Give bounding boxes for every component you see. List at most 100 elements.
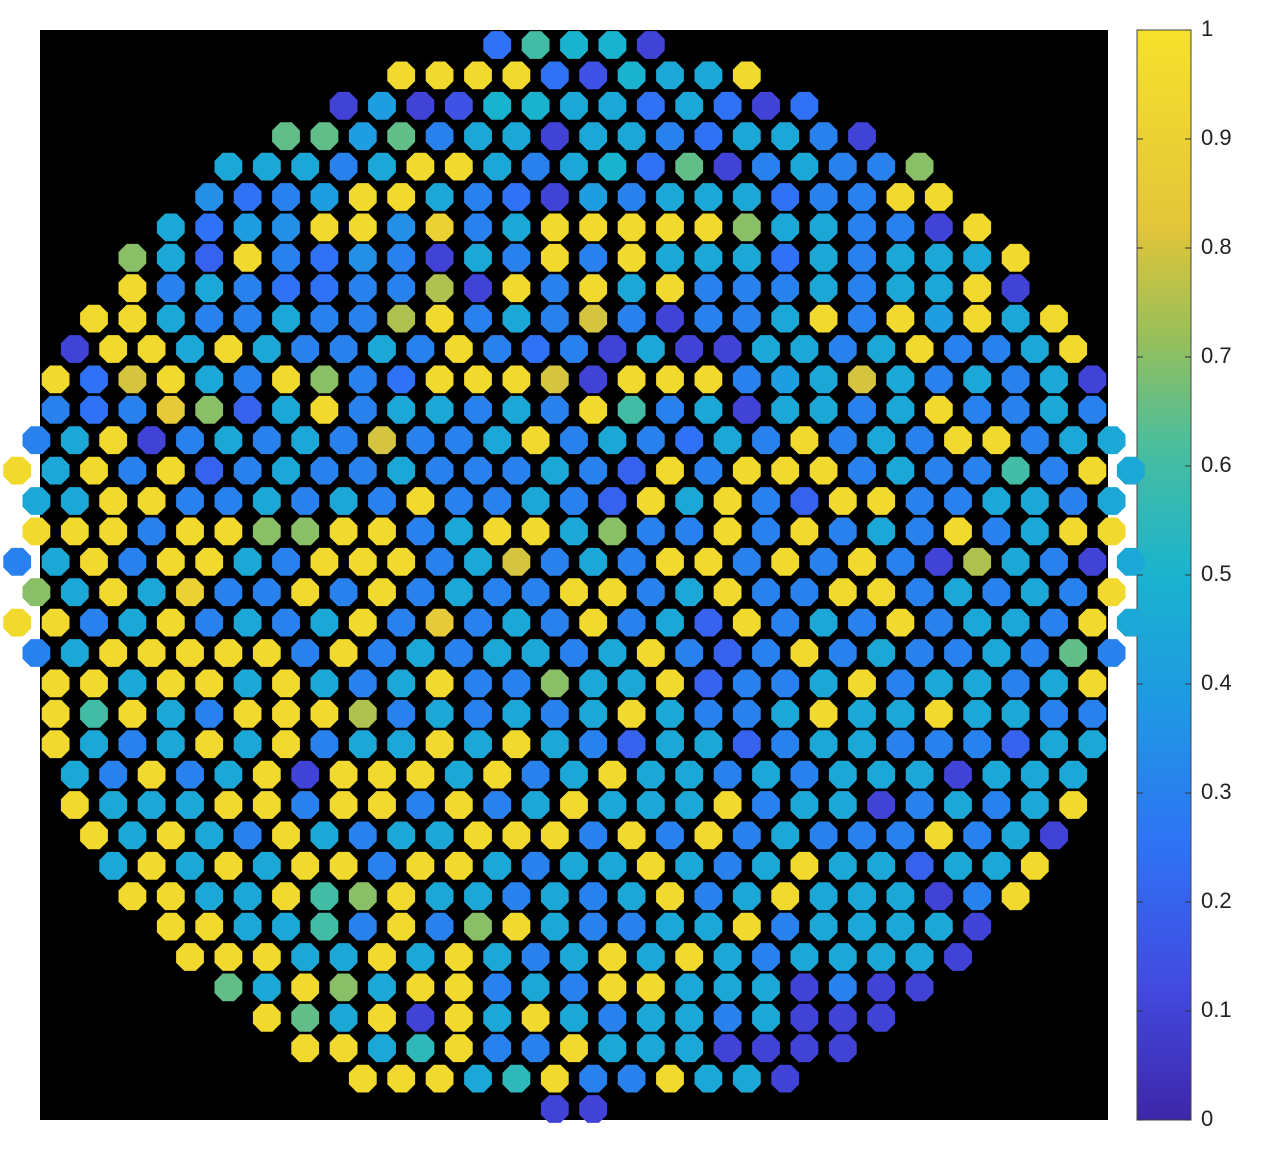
cell — [233, 183, 262, 211]
cell — [579, 243, 608, 272]
cell — [329, 639, 358, 667]
cell — [790, 943, 819, 971]
cell — [521, 791, 550, 819]
cell — [963, 395, 992, 424]
cell — [368, 791, 396, 819]
cell — [464, 912, 492, 941]
cell — [963, 274, 992, 303]
cell — [176, 851, 204, 880]
cell — [771, 243, 800, 272]
cell — [617, 547, 646, 576]
cell — [579, 882, 608, 911]
cell — [579, 1095, 608, 1123]
cell — [636, 517, 665, 546]
cell — [464, 669, 492, 698]
cell — [310, 730, 339, 759]
cell — [118, 730, 147, 759]
cell — [1001, 882, 1030, 911]
cell — [790, 1003, 819, 1032]
cell — [675, 578, 704, 607]
cell — [252, 487, 281, 515]
cell — [387, 365, 416, 394]
cell — [137, 851, 166, 880]
cell — [752, 943, 780, 971]
cell — [732, 882, 761, 911]
cell — [329, 943, 358, 971]
cell — [483, 91, 512, 120]
cell — [713, 791, 742, 819]
cell — [406, 487, 435, 515]
cell — [732, 274, 761, 303]
cell — [732, 912, 761, 941]
cell — [905, 426, 934, 455]
cell — [867, 426, 896, 455]
cell — [675, 1003, 704, 1032]
cell — [867, 335, 896, 363]
cell — [752, 851, 780, 880]
cell — [406, 1034, 435, 1063]
cell — [1040, 669, 1068, 698]
cell — [406, 791, 435, 819]
cell — [924, 699, 953, 728]
cell — [790, 1034, 819, 1063]
cell — [924, 456, 953, 485]
cell — [905, 487, 934, 515]
cell — [329, 91, 358, 120]
cell — [60, 639, 89, 667]
cell — [156, 912, 185, 941]
cell — [502, 699, 531, 728]
colorbar-tick-label: 0.6 — [1201, 452, 1232, 477]
cell — [348, 730, 377, 759]
cell — [387, 395, 416, 424]
cell — [156, 243, 185, 272]
cell — [694, 395, 723, 424]
cell — [540, 274, 569, 303]
cell — [579, 456, 608, 485]
cell — [348, 456, 377, 485]
cell — [598, 791, 627, 819]
cell — [348, 183, 377, 211]
cell — [272, 608, 300, 637]
cell — [80, 608, 108, 637]
cell — [118, 882, 147, 911]
cell — [828, 791, 857, 819]
cell — [272, 395, 300, 424]
cell — [809, 912, 838, 941]
cell — [291, 426, 320, 455]
cell — [963, 213, 992, 242]
cell — [944, 791, 972, 819]
cell — [675, 335, 704, 363]
cell — [41, 699, 70, 728]
cell — [444, 487, 473, 515]
cell — [483, 487, 512, 515]
cell — [598, 31, 627, 59]
cell — [387, 304, 416, 333]
cell — [176, 487, 204, 515]
cell — [425, 547, 454, 576]
cell — [540, 122, 569, 151]
cell — [137, 426, 166, 455]
cell — [982, 426, 1011, 455]
cell — [60, 426, 89, 455]
cell — [387, 821, 416, 850]
cell — [406, 760, 435, 789]
cell — [425, 912, 454, 941]
cell — [540, 456, 569, 485]
cell — [617, 821, 646, 850]
cell — [982, 487, 1011, 515]
cell — [848, 213, 876, 242]
cell — [924, 608, 953, 637]
cell — [214, 760, 243, 789]
cell — [291, 1034, 320, 1063]
cell — [579, 1064, 608, 1093]
cell — [425, 122, 454, 151]
cell — [848, 669, 876, 698]
cell — [348, 395, 377, 424]
cell — [1020, 760, 1049, 789]
cell — [521, 31, 550, 59]
cell — [732, 243, 761, 272]
cell — [425, 395, 454, 424]
cell — [368, 851, 396, 880]
cell — [329, 152, 358, 181]
cell — [502, 608, 531, 637]
